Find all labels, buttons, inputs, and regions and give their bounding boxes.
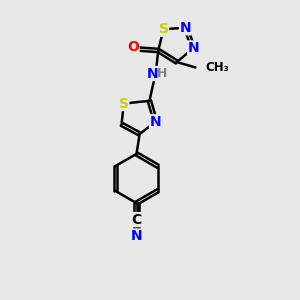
Text: CH₃: CH₃ <box>205 61 229 74</box>
Text: N: N <box>131 229 142 243</box>
Text: H: H <box>157 67 168 80</box>
Text: C: C <box>131 213 142 226</box>
Text: S: S <box>119 97 129 110</box>
Text: N: N <box>179 21 191 35</box>
Text: N: N <box>188 41 200 55</box>
Text: O: O <box>127 40 139 55</box>
Text: N: N <box>150 115 161 129</box>
Text: N: N <box>146 67 158 81</box>
Text: S: S <box>158 22 169 36</box>
